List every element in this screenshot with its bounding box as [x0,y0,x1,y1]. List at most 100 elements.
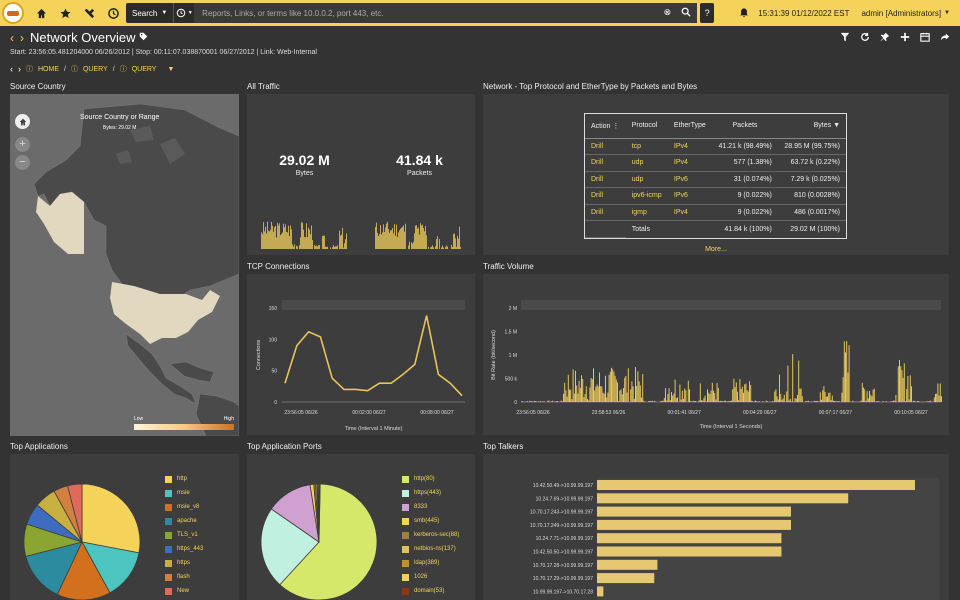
col-protocol[interactable]: Protocol [625,114,668,139]
table-row[interactable]: Drill udp IPv6 31 (0.074%) 7.29 k (0.025%) [585,171,846,188]
legend-item[interactable]: apache [165,514,203,528]
table-cell: IPv6 [667,171,713,188]
legend-item[interactable]: netbios-ns(137) [402,542,459,556]
user-menu[interactable]: admin [Administrators] [861,8,942,18]
tcp-chart[interactable]: 150 100 50 0 23:56:05 06/26 00:02:00 06/27 00:… [247,274,475,435]
legend-item[interactable]: msie [165,486,203,500]
search-icon[interactable] [681,7,691,19]
legend-swatch [165,531,172,539]
col-action[interactable]: Action ⋮ [585,114,626,139]
talker-bar[interactable] [597,480,915,490]
zoom-in-button[interactable]: + [15,137,30,152]
talker-bar[interactable] [597,506,791,517]
talkers-chart[interactable]: 10.42.50.49->10.99.99.197 10.24.7.69->10.… [483,454,949,600]
pin-icon[interactable] [880,32,890,44]
x-tick: 00:10:05 06/27 [894,410,928,416]
forward-icon[interactable]: › [20,30,24,45]
legend-item[interactable]: kerberos-sec(88) [402,528,459,542]
chevron-down-icon[interactable]: ▼ [167,65,175,73]
share-icon[interactable] [940,32,950,44]
legend-swatch [165,503,172,511]
table-row[interactable]: Drill igmp IPv4 9 (0.022%) 486 (0.0017%) [585,204,846,221]
search-dropdown[interactable]: Search ▼ [126,3,174,23]
legend-item[interactable]: 8333 [402,500,459,514]
talker-bar[interactable] [597,519,791,530]
pie-slice[interactable] [279,483,378,600]
panel-title: Top Applications [10,442,68,451]
help-button[interactable]: ? [700,3,714,23]
legend-item[interactable]: TLS_v1 [165,528,203,542]
col-packets[interactable]: Packets [712,114,778,139]
map-home-button[interactable] [15,114,30,129]
legend-item[interactable]: https(443) [402,486,459,500]
ports-pie-chart[interactable] [247,454,397,600]
pie-slice[interactable] [318,483,321,543]
table-cell[interactable]: Drill [585,204,626,221]
talker-bar[interactable] [597,586,604,597]
calendar-icon[interactable] [920,32,930,44]
add-icon[interactable] [900,32,910,44]
world-map[interactable] [10,94,239,436]
legend-item[interactable]: smb(445) [402,514,459,528]
table-cell[interactable]: Drill [585,138,626,155]
talker-bar[interactable] [597,493,849,504]
legend-item[interactable]: http(80) [402,472,459,486]
crumb-query-2[interactable]: QUERY [131,65,157,73]
table-row[interactable]: Drill udp IPv4 577 (1.38%) 63.72 k (0.22%) [585,154,846,172]
y-tick: 50 [271,369,277,375]
tools-icon[interactable] [77,0,101,26]
col-ethertype[interactable]: EtherType [667,114,713,139]
history-dropdown[interactable]: ▼ [173,3,195,23]
table-cell: 810 (0.0028%) [777,187,846,205]
search-input[interactable]: Reports, Links, or terms like 10.0.0.2, … [194,3,698,23]
star-icon[interactable] [53,0,77,26]
legend-item[interactable]: New [165,584,203,598]
refresh-icon[interactable] [860,32,870,44]
clear-search-icon[interactable]: ⊗ [663,7,672,17]
col-bytes[interactable]: Bytes ▼ [777,114,846,139]
filter-icon[interactable] [840,32,850,44]
table-row[interactable]: Drill tcp IPv4 41.21 k (98.49%) 28.95 M (99.… [585,138,846,155]
forward-icon[interactable]: › [18,64,21,74]
clock-icon[interactable] [101,0,125,26]
legend-item[interactable]: flash [165,570,203,584]
tag-icon[interactable] [139,32,148,43]
table-cell[interactable]: Drill [585,187,626,205]
talker-bar[interactable] [597,559,658,570]
legend-high: High [223,416,234,422]
crumb-query[interactable]: QUERY [82,65,108,73]
pie-slice[interactable] [260,508,320,586]
table-row[interactable]: Drill ipv6-icmp IPv6 9 (0.022%) 810 (0.0028%… [585,187,846,205]
zoom-out-button[interactable]: − [15,155,30,170]
back-icon[interactable]: ‹ [10,30,14,45]
talker-bar[interactable] [597,573,655,584]
home-icon[interactable] [29,0,53,26]
back-icon[interactable]: ‹ [10,64,13,74]
legend-item[interactable]: ldap(389) [402,556,459,570]
panel-title: Source Country [10,82,66,91]
pie-slice[interactable] [81,483,141,554]
pie-slice[interactable] [25,541,83,596]
legend-item[interactable]: 1026 [402,570,459,584]
bell-icon[interactable] [739,7,749,20]
chevron-down-icon[interactable]: ▼ [944,10,950,16]
search-bar: Search ▼ ▼ Reports, Links, or terms like … [126,3,714,23]
table-cell[interactable]: Drill [585,154,626,172]
panel-title: Traffic Volume [483,262,534,271]
legend-item[interactable]: domain(53) [402,584,459,598]
pie-slice[interactable] [81,541,140,594]
legend-item[interactable]: https_443 [165,542,203,556]
talker-bar[interactable] [597,546,782,557]
app-logo[interactable] [2,2,24,24]
apps-pie-chart[interactable] [10,454,150,600]
traffic-chart[interactable]: 2 M 1.5 M 1 M 500 k 0 23:56:05 06/26 23:58:53 … [483,274,949,435]
crumb-home[interactable]: HOME [38,65,59,73]
legend-item[interactable]: msie_v8 [165,500,203,514]
table-cell[interactable]: Drill [585,171,626,188]
more-link[interactable]: More... [705,246,727,253]
talker-bar[interactable] [597,533,782,544]
legend-label: domain(53) [414,588,445,594]
pie-slice[interactable] [67,483,83,543]
legend-item[interactable]: https [165,556,203,570]
legend-item[interactable]: http [165,472,203,486]
